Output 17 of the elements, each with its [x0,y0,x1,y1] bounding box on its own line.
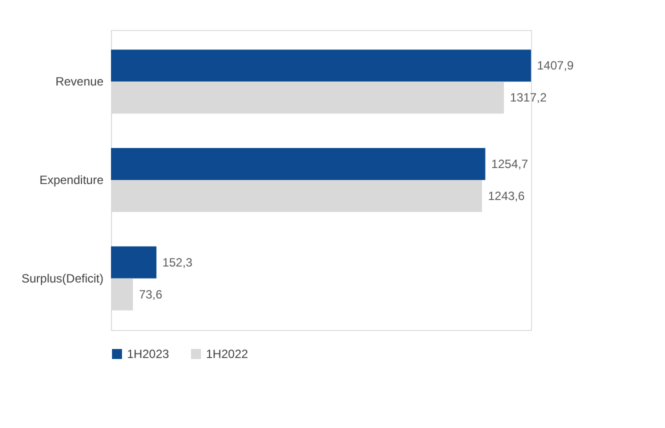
bar [111,180,482,212]
y-tick-label: Expenditure [39,173,104,187]
y-tick-label: Surplus(Deficit) [21,271,104,286]
bar [111,278,133,310]
bar [111,50,531,82]
data-label: 1317,2 [510,90,547,105]
bar [111,82,504,114]
bar [111,148,486,180]
data-label: 152,3 [162,255,193,270]
y-tick-label: Revenue [55,74,104,89]
data-label: 1254,7 [491,157,528,172]
bar [111,246,156,278]
legend-label: 1H2022 [206,347,248,361]
data-label: 73,6 [138,287,163,302]
legend-label: 1H2023 [127,347,170,361]
data-label: 1407,9 [537,58,574,73]
data-label: 1243,6 [488,188,526,203]
